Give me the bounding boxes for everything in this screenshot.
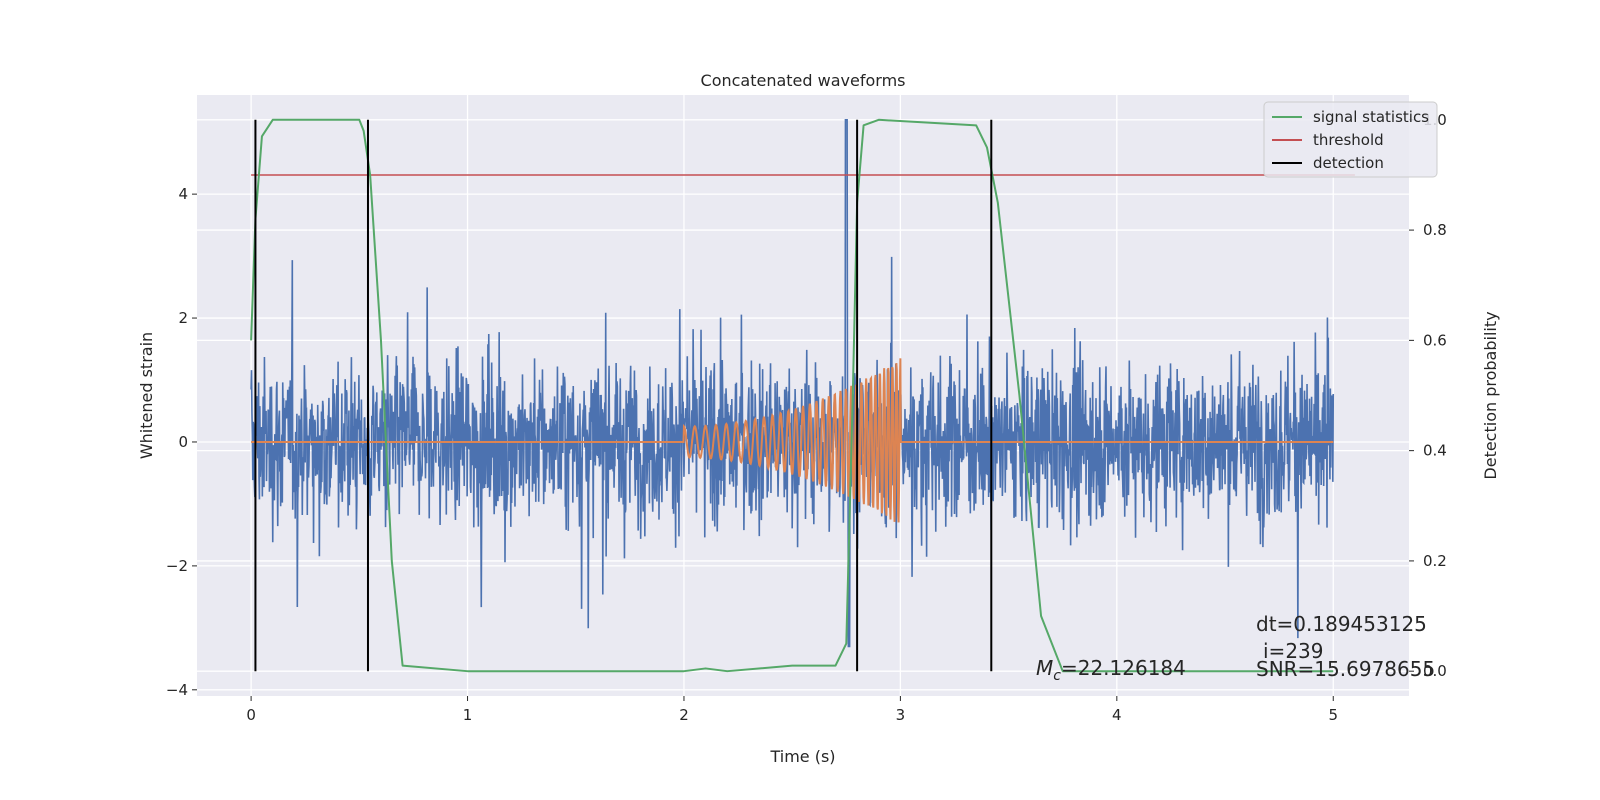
y-tick-label: 4 bbox=[178, 185, 188, 203]
legend-label-signal-statistics: signal statistics bbox=[1313, 108, 1429, 126]
y-tick-label: 2 bbox=[178, 309, 188, 327]
y-axis-right-label: Detection probability bbox=[1481, 311, 1500, 479]
plot-area bbox=[250, 118, 1355, 673]
chart-title: Concatenated waveforms bbox=[701, 71, 906, 90]
y-right-tick-label: 0.8 bbox=[1423, 221, 1447, 239]
x-tick-label: 1 bbox=[463, 706, 473, 724]
chirp-mass-value: =22.126184 bbox=[1061, 656, 1186, 680]
y-right-tick-label: 0.2 bbox=[1423, 552, 1447, 570]
x-tick-label: 5 bbox=[1328, 706, 1338, 724]
index-annotation: i=239 bbox=[1263, 639, 1324, 663]
plot-background bbox=[197, 95, 1409, 696]
x-tick-label: 0 bbox=[246, 706, 256, 724]
y-tick-label: −4 bbox=[166, 681, 188, 699]
x-axis-label: Time (s) bbox=[769, 747, 835, 766]
x-tick-label: 2 bbox=[679, 706, 689, 724]
legend-label-threshold: threshold bbox=[1313, 131, 1384, 149]
y-tick-label: −2 bbox=[166, 557, 188, 575]
y-axis-label: Whitened strain bbox=[137, 332, 156, 459]
y-right-tick-label: 0.0 bbox=[1423, 662, 1447, 680]
chirp-mass-annotation: Mc=22.126184 bbox=[1036, 656, 1186, 684]
legend-label-detection: detection bbox=[1313, 154, 1384, 172]
y-right-tick-label: 0.4 bbox=[1423, 442, 1447, 460]
strain-series-line bbox=[250, 118, 1335, 648]
signal-statistics-line bbox=[250, 118, 1334, 673]
dt-annotation: dt=0.189453125 bbox=[1256, 612, 1427, 636]
x-tick-label: 4 bbox=[1112, 706, 1122, 724]
x-tick-label: 3 bbox=[896, 706, 906, 724]
chirp-mass-subscript: c bbox=[1053, 668, 1061, 684]
legend: signal statistics threshold detection bbox=[1263, 101, 1438, 178]
annotations: Mc=22.126184 dt=0.189453125 i=239 SNR=15… bbox=[1036, 612, 1435, 684]
chirp-series-line bbox=[251, 358, 1334, 523]
y-right-tick-label: 0.6 bbox=[1423, 331, 1447, 349]
legend-box bbox=[1263, 101, 1438, 178]
chirp-mass-symbol: M bbox=[1036, 656, 1053, 680]
snr-annotation: SNR=15.6978655 bbox=[1256, 657, 1435, 681]
y-tick-label: 0 bbox=[178, 433, 188, 451]
